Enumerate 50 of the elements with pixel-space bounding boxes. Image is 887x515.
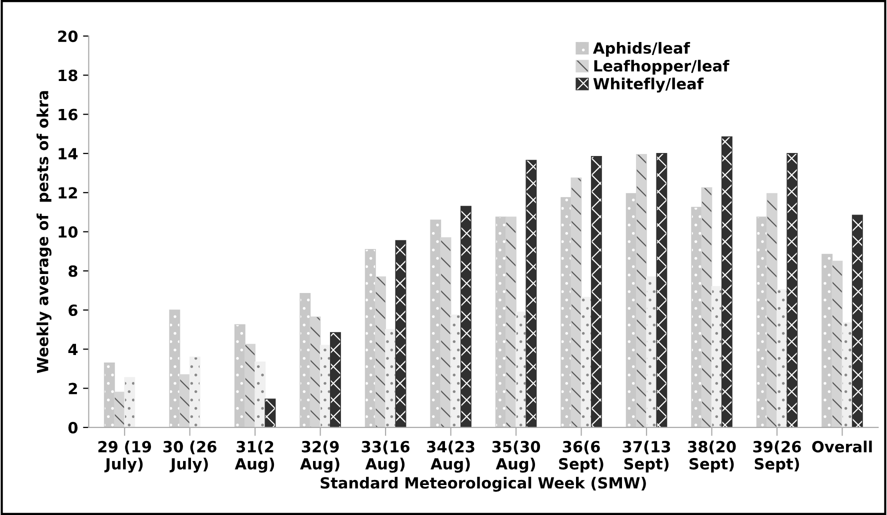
x-tick-label: 39(26 Sept) xyxy=(753,440,801,473)
bar xyxy=(580,296,592,428)
y-tick-label: 14 xyxy=(58,148,78,160)
bar xyxy=(460,206,472,428)
bar xyxy=(852,214,863,428)
y-tick-label: 4 xyxy=(68,344,78,355)
x-tick-label: Overall xyxy=(812,440,872,452)
bar xyxy=(590,156,602,428)
bar xyxy=(330,332,341,428)
x-tick-label: 37(13 Sept) xyxy=(622,440,670,473)
y-tick-label: 18 xyxy=(58,70,78,82)
y-axis-title: Weekly average of pests of okra xyxy=(36,91,52,374)
bar xyxy=(124,377,136,428)
y-tick-label: 0 xyxy=(68,422,78,434)
bar xyxy=(254,361,266,428)
x-axis-title: Standard Meteorological Week (SMW) xyxy=(320,476,646,492)
bar xyxy=(320,344,331,428)
x-tick-label: 32(9 Aug) xyxy=(300,440,340,473)
x-tick-label: 34(23 Aug) xyxy=(427,440,474,473)
y-tick-label: 10 xyxy=(58,226,78,238)
bar xyxy=(516,312,527,428)
y-tick-label: 12 xyxy=(58,187,77,198)
x-tick-label: 31(2 Aug) xyxy=(234,440,274,473)
bar xyxy=(711,286,722,428)
bar xyxy=(450,314,462,428)
legend-label: Whitefly/leaf xyxy=(593,78,704,93)
y-tick-label: 20 xyxy=(58,30,78,42)
legend-label: Leafhopper/leaf xyxy=(594,60,730,75)
bar xyxy=(385,329,396,428)
bar xyxy=(656,153,668,428)
x-tick-label: 35(30 Aug) xyxy=(492,440,540,473)
x-tick-label: 33(16 Aug) xyxy=(362,440,410,473)
x-tick-label: 29 (19 July) xyxy=(98,440,152,473)
x-tick-label: 38(20 Sept) xyxy=(688,440,736,473)
bar xyxy=(842,322,853,428)
y-tick-label: 16 xyxy=(58,108,78,120)
bar xyxy=(646,276,658,428)
bar xyxy=(776,289,788,428)
bar xyxy=(721,136,732,428)
bar xyxy=(786,153,798,428)
x-tick-label: 36(6 Sept) xyxy=(559,440,604,473)
bar xyxy=(395,240,406,428)
bar xyxy=(189,356,200,428)
bar xyxy=(526,160,537,428)
y-tick-label: 2 xyxy=(68,382,77,394)
bar xyxy=(264,398,276,428)
y-tick-label: 6 xyxy=(68,304,78,316)
legend-label: Aphids/leaf xyxy=(592,42,690,57)
x-tick-label: 30 (26 July) xyxy=(163,440,216,473)
y-tick-label: 8 xyxy=(68,265,78,277)
